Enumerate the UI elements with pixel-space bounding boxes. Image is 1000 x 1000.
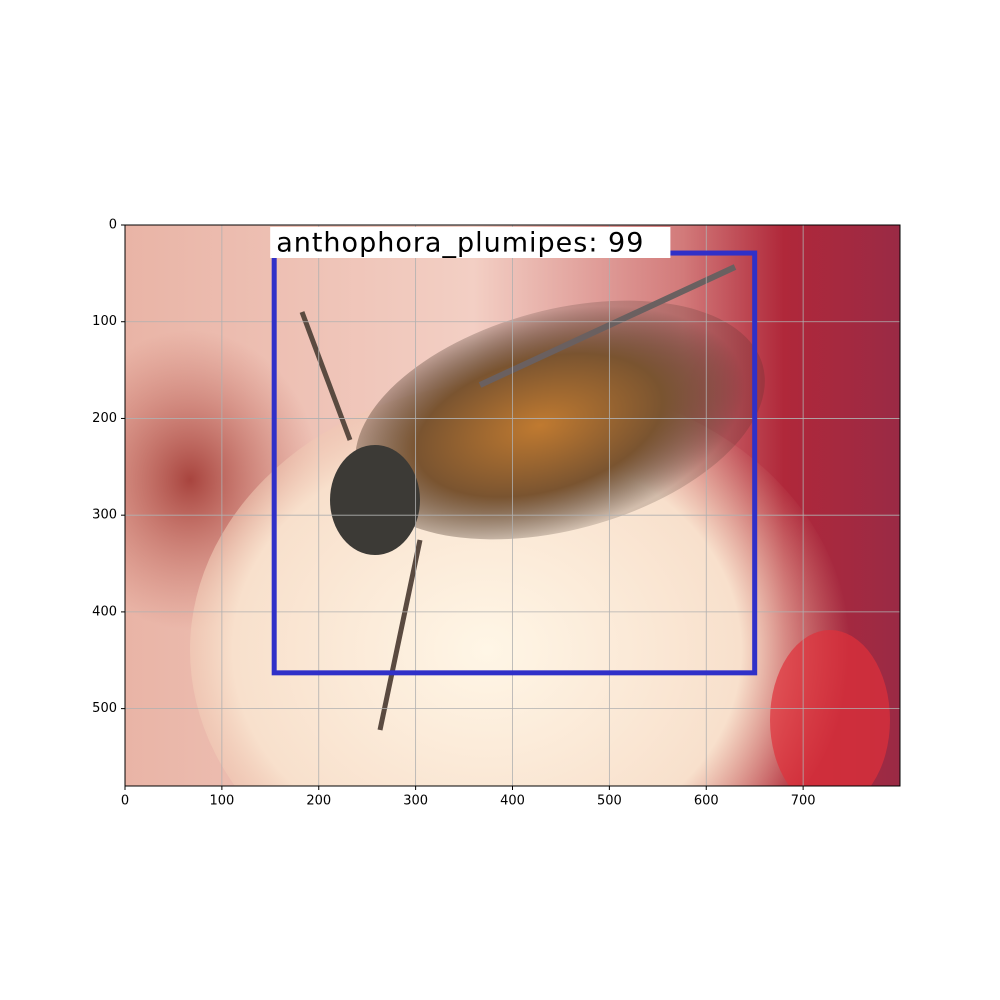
y-tick-label: 500: [92, 701, 117, 716]
x-tick-label: 500: [597, 794, 622, 809]
y-tick-label: 300: [92, 508, 117, 523]
x-tick-label: 100: [209, 794, 234, 809]
x-tick-label: 300: [403, 794, 428, 809]
photo: [125, 225, 900, 786]
x-tick-label: 200: [306, 794, 331, 809]
x-tick-label: 0: [121, 794, 129, 809]
x-tick-label: 700: [791, 794, 816, 809]
label-background: [270, 227, 671, 258]
y-tick-label: 200: [92, 411, 117, 426]
y-tick-label: 100: [92, 314, 117, 329]
detection-label: anthophora_plumipes: 99: [276, 228, 644, 259]
x-tick-label: 600: [694, 794, 719, 809]
y-tick-label: 400: [92, 604, 117, 619]
y-tick-label: 0: [109, 218, 117, 233]
x-tick-label: 400: [500, 794, 525, 809]
